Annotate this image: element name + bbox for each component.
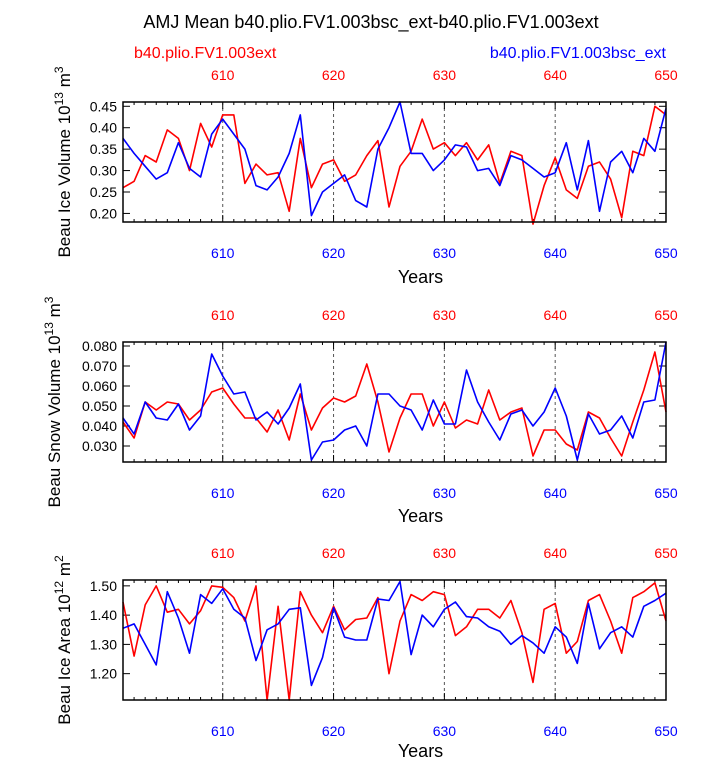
y-tick-label: 0.25	[90, 184, 117, 200]
plot-frame	[122, 579, 667, 701]
x-tick-label-bottom: 640	[544, 485, 568, 501]
y-tick-label: 0.45	[90, 98, 117, 114]
x-tick-label-top: 610	[211, 545, 235, 561]
y-tick-label: 0.040	[82, 418, 117, 434]
plot-frame	[122, 341, 667, 463]
legend-label-ext: b40.plio.FV1.003ext	[134, 45, 277, 62]
x-tick-label-bottom: 650	[654, 723, 678, 739]
x-tick-label-bottom: 630	[433, 485, 457, 501]
panel-3: 610 610 620 620 630 630 640 640 650 650 1.20 1.30 1.…	[52, 545, 678, 759]
y-tick-label: 0.20	[90, 205, 117, 221]
x-tick-label-bottom: 630	[433, 723, 457, 739]
x-axis-label: Years	[398, 506, 443, 526]
series-line-bsc-ext	[122, 341, 667, 461]
y-tick-label: 1.40	[90, 607, 117, 623]
x-tick-label-top: 610	[211, 307, 235, 323]
x-tick-label-bottom: 640	[544, 723, 568, 739]
y-axis-label-exponent: 2	[52, 555, 66, 562]
x-tick-label-top: 640	[544, 67, 568, 83]
x-tick-label-bottom: 630	[433, 245, 457, 261]
x-tick-label-top: 630	[433, 545, 457, 561]
x-axis-label: Years	[398, 267, 443, 287]
x-tick-label-bottom: 620	[322, 723, 346, 739]
y-axis-label-text: m	[55, 562, 74, 581]
x-tick-label-top: 650	[654, 307, 678, 323]
x-tick-label-bottom: 620	[322, 245, 346, 261]
y-axis-label-exponent: 3	[42, 296, 56, 303]
y-axis-label: Beau Ice Area 1012 m2	[52, 555, 74, 725]
y-axis-label-text: Beau Ice Volume 10	[55, 105, 74, 257]
x-tick-label-bottom: 650	[654, 485, 678, 501]
x-tick-label-bottom: 610	[211, 245, 235, 261]
x-tick-label-bottom: 650	[654, 245, 678, 261]
y-axis-label-text: Beau Snow Volume 10	[45, 335, 64, 507]
y-tick-label: 0.060	[82, 378, 117, 394]
y-tick-label: 0.050	[82, 398, 117, 414]
y-axis-label-text: m	[55, 73, 74, 92]
x-tick-label-top: 620	[322, 307, 346, 323]
y-axis-label-exponent: 12	[52, 581, 66, 595]
y-tick-label: 0.35	[90, 141, 117, 157]
y-axis-label-text: m	[45, 303, 64, 322]
x-tick-label-top: 640	[544, 545, 568, 561]
x-tick-label-top: 620	[322, 545, 346, 561]
series-line-ext	[122, 582, 667, 701]
x-tick-label-bottom: 620	[322, 485, 346, 501]
y-tick-label: 0.070	[82, 358, 117, 374]
panel-2: 610 610 620 620 630 630 640 640 650 650 0.030 0.040…	[42, 296, 678, 526]
chart-title: AMJ Mean b40.plio.FV1.003bsc_ext-b40.pli…	[143, 12, 598, 33]
y-tick-label: 1.50	[90, 578, 117, 594]
y-tick-label: 0.30	[90, 163, 117, 179]
y-tick-label: 0.080	[82, 338, 117, 354]
y-axis-label: Beau Ice Volume 1013 m3	[52, 66, 74, 257]
y-axis-label: Beau Snow Volume 1013 m3	[42, 296, 64, 507]
y-axis-label-exponent: 13	[52, 92, 66, 106]
x-tick-label-top: 610	[211, 67, 235, 83]
x-tick-label-top: 630	[433, 67, 457, 83]
y-tick-label: 0.030	[82, 438, 117, 454]
x-tick-label-top: 640	[544, 307, 568, 323]
x-tick-label-bottom: 610	[211, 723, 235, 739]
y-tick-label: 0.40	[90, 120, 117, 136]
x-axis-label: Years	[398, 741, 443, 759]
x-tick-label-top: 650	[654, 67, 678, 83]
y-axis-label-exponent: 13	[42, 322, 56, 336]
y-axis-label-text: Beau Ice Area 10	[55, 594, 74, 724]
x-tick-label-top: 620	[322, 67, 346, 83]
legend-label-bsc-ext: b40.plio.FV1.003bsc_ext	[490, 45, 667, 62]
y-tick-label: 1.30	[90, 636, 117, 652]
y-tick-label: 1.20	[90, 666, 117, 682]
plot-frame	[122, 101, 667, 223]
series-line-bsc-ext	[122, 580, 667, 687]
x-tick-label-top: 630	[433, 307, 457, 323]
series-line-ext	[122, 351, 667, 457]
y-axis-label-exponent: 3	[52, 66, 66, 73]
series-line-bsc-ext	[122, 101, 667, 217]
x-tick-label-top: 650	[654, 545, 678, 561]
chart-panels: 610 610 620 620 630 630 640 640 650 650 0.20 0.25 0.…	[42, 66, 678, 759]
panel-1: 610 610 620 620 630 630 640 640 650 650 0.20 0.25 0.…	[52, 66, 678, 287]
series-line-ext	[122, 105, 667, 225]
x-tick-label-bottom: 610	[211, 485, 235, 501]
x-tick-label-bottom: 640	[544, 245, 568, 261]
